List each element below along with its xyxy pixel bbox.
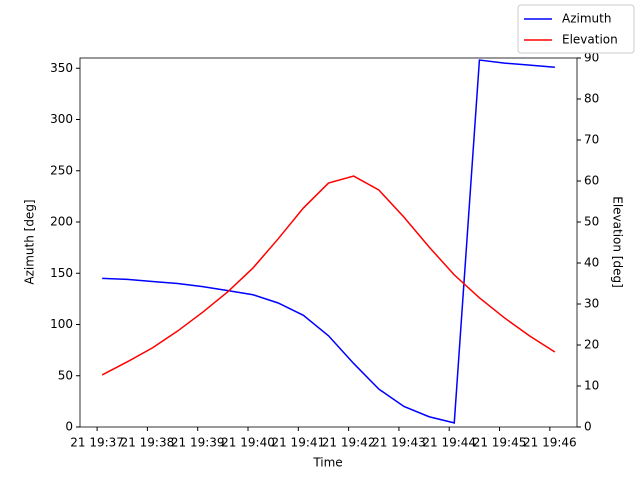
legend-box <box>517 4 635 54</box>
x-tick-label: 21 19:37 <box>70 436 124 450</box>
y2-tick-label: 40 <box>584 256 599 270</box>
y2-tick-label: 20 <box>584 338 599 352</box>
legend-label: Azimuth <box>562 12 611 26</box>
y-tick-label: 100 <box>50 317 73 331</box>
y2-tick-label: 60 <box>584 174 599 188</box>
y-tick-label: 50 <box>58 368 73 382</box>
y-tick-label: 250 <box>50 163 73 177</box>
y-tick-label: 200 <box>50 215 73 229</box>
y-tick-label: 150 <box>50 266 73 280</box>
legend-label: Elevation <box>562 33 618 47</box>
x-tick-label: 21 19:44 <box>422 436 476 450</box>
x-tick-label: 21 19:43 <box>372 436 426 450</box>
y2-tick-label: 10 <box>584 379 599 393</box>
x-tick-label: 21 19:41 <box>271 436 325 450</box>
y2-tick-label: 90 <box>584 51 599 65</box>
x-tick-label: 21 19:45 <box>473 436 527 450</box>
y2-tick-label: 30 <box>584 297 599 311</box>
x-axis-label: Time <box>312 456 342 470</box>
x-tick-label: 21 19:39 <box>171 436 225 450</box>
data-line <box>102 59 555 424</box>
x-tick-label: 21 19:42 <box>322 436 376 450</box>
y-tick-label: 0 <box>65 420 73 434</box>
y2-tick-label: 80 <box>584 92 599 106</box>
y2-tick-label: 50 <box>584 215 599 229</box>
x-tick-label: 21 19:46 <box>523 436 577 450</box>
y-tick-label: 350 <box>50 61 73 75</box>
y2-tick-label: 70 <box>584 133 599 147</box>
y-axis-label: Azimuth [deg] <box>23 199 37 284</box>
plot-frame <box>79 57 578 428</box>
x-tick-label: 21 19:40 <box>221 436 275 450</box>
y-tick-label: 300 <box>50 112 73 126</box>
data-line <box>101 175 556 376</box>
y2-axis-label: Elevation [deg] <box>611 196 625 288</box>
y2-tick-label: 0 <box>584 420 592 434</box>
x-tick-label: 21 19:38 <box>121 436 175 450</box>
